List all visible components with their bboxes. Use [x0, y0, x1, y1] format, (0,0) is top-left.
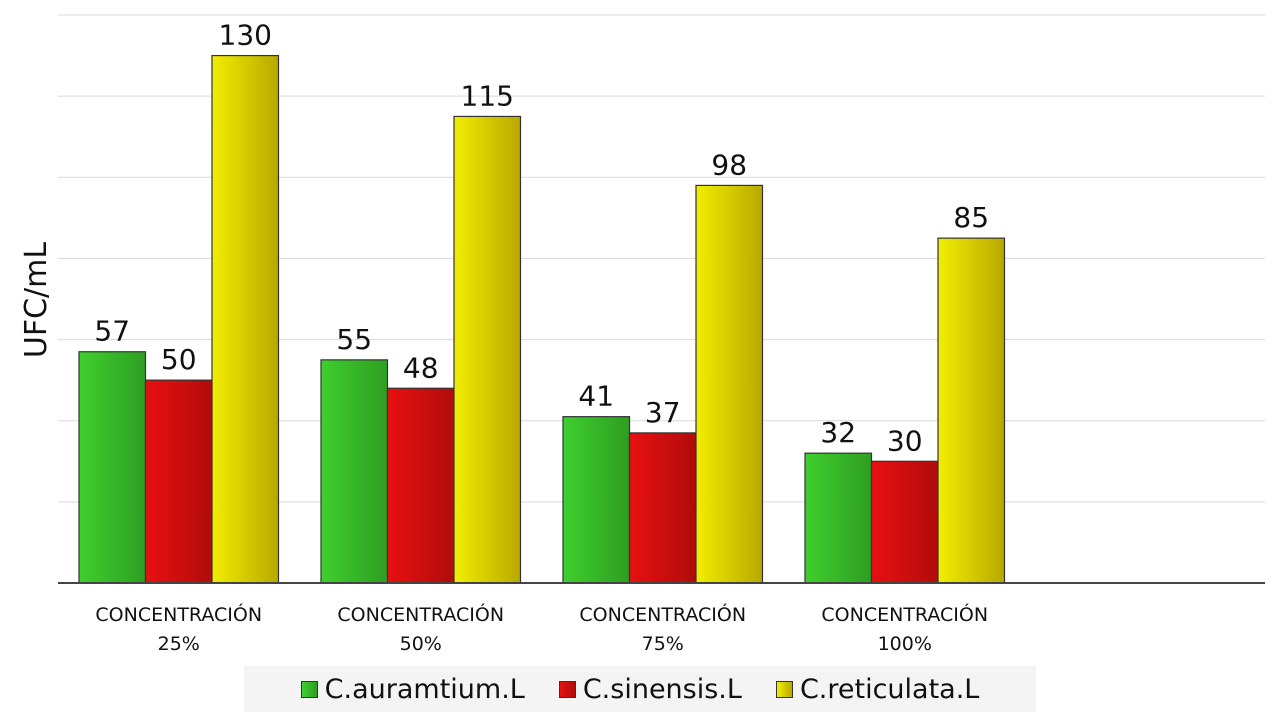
data-label: 30	[887, 424, 923, 457]
data-label: 37	[645, 396, 681, 429]
data-label: 41	[578, 380, 614, 413]
bar-c-sinensis-l-0	[144, 379, 213, 584]
category-label: CONCENTRACIÓN	[821, 602, 988, 626]
category-label: 25%	[158, 633, 200, 655]
legend-label: C.reticulata.L	[799, 673, 980, 705]
category-label: 50%	[400, 633, 442, 655]
legend-label: C.sinensis.L	[582, 673, 742, 705]
bar-c-auramtium-l-2	[562, 416, 631, 584]
legend: C.auramtium.L C.sinensis.L C.reticulata.L	[244, 666, 1036, 712]
bar-c-auramtium-l-3	[804, 452, 873, 584]
legend-item: C.auramtium.L	[300, 673, 525, 705]
category-labels: CONCENTRACIÓN 25% CONCENTRACIÓN 50% CONCENTR…	[95, 602, 988, 655]
data-label: 55	[336, 323, 372, 356]
bar-c-sinensis-l-3	[870, 460, 939, 584]
category-label: 75%	[642, 633, 684, 655]
legend-item: C.reticulata.L	[775, 673, 980, 705]
bar-c-reticulata-l-0	[211, 54, 280, 584]
data-labels: 57 50 130 55 48 115 41 37 98 32 30 85	[94, 19, 989, 458]
data-label: 115	[461, 79, 514, 112]
bar-c-sinensis-l-2	[628, 432, 697, 584]
bar-c-auramtium-l-1	[320, 359, 389, 584]
category-label: CONCENTRACIÓN	[337, 602, 504, 626]
bars	[78, 54, 1006, 584]
legend-swatch	[300, 680, 318, 698]
bar-c-sinensis-l-1	[386, 387, 455, 584]
legend-swatch	[775, 680, 793, 698]
data-label: 48	[403, 351, 439, 384]
data-label: 57	[94, 315, 130, 348]
y-axis-title: UFC/mL	[19, 242, 54, 358]
data-label: 130	[219, 19, 272, 52]
bar-c-auramtium-l-0	[78, 351, 147, 584]
category-label: CONCENTRACIÓN	[95, 602, 262, 626]
legend-item: C.sinensis.L	[558, 673, 742, 705]
bar-c-reticulata-l-2	[695, 184, 764, 584]
data-label: 32	[820, 416, 856, 449]
data-label: 98	[711, 148, 747, 181]
legend-label: C.auramtium.L	[324, 673, 525, 705]
category-label: 100%	[878, 633, 932, 655]
category-label: CONCENTRACIÓN	[579, 602, 746, 626]
bar-c-reticulata-l-1	[453, 115, 522, 584]
legend-swatch	[558, 680, 576, 698]
data-label: 50	[161, 343, 197, 376]
data-label: 85	[953, 201, 989, 234]
bar-c-reticulata-l-3	[937, 237, 1006, 584]
